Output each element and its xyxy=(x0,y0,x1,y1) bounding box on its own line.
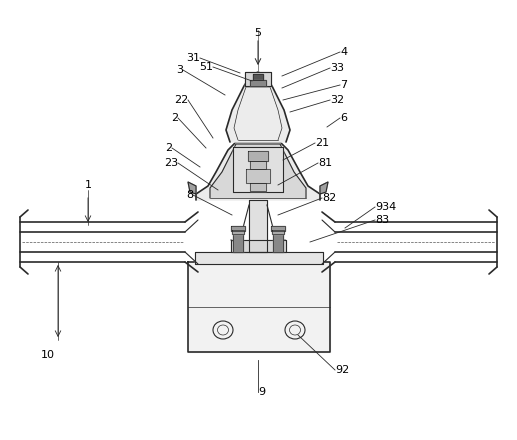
Text: 8: 8 xyxy=(186,190,193,200)
Polygon shape xyxy=(210,144,306,198)
Text: 33: 33 xyxy=(330,63,344,73)
Polygon shape xyxy=(246,169,270,183)
Polygon shape xyxy=(196,142,320,200)
Polygon shape xyxy=(271,226,285,231)
Polygon shape xyxy=(233,147,283,192)
Polygon shape xyxy=(188,182,196,194)
Polygon shape xyxy=(273,234,283,252)
Text: 934: 934 xyxy=(375,202,396,212)
Text: 51: 51 xyxy=(199,62,213,72)
Polygon shape xyxy=(320,182,328,194)
Polygon shape xyxy=(231,226,245,231)
Polygon shape xyxy=(253,74,263,80)
Text: 5: 5 xyxy=(254,28,262,38)
Polygon shape xyxy=(250,183,266,191)
Text: 81: 81 xyxy=(318,158,332,168)
Polygon shape xyxy=(226,72,290,142)
Text: 6: 6 xyxy=(340,113,347,123)
Polygon shape xyxy=(249,200,267,252)
Polygon shape xyxy=(272,230,284,234)
Text: 1: 1 xyxy=(84,180,92,190)
Text: 31: 31 xyxy=(186,53,200,63)
Polygon shape xyxy=(250,80,266,86)
Text: 21: 21 xyxy=(315,138,329,148)
Text: 83: 83 xyxy=(375,215,389,225)
Text: 10: 10 xyxy=(41,350,55,360)
Text: 92: 92 xyxy=(335,365,349,375)
Polygon shape xyxy=(231,240,286,252)
Text: 2: 2 xyxy=(165,143,172,153)
Text: 22: 22 xyxy=(174,95,188,105)
Polygon shape xyxy=(232,230,244,234)
Text: 32: 32 xyxy=(330,95,344,105)
Polygon shape xyxy=(195,252,323,264)
Text: 3: 3 xyxy=(176,65,183,75)
Text: 23: 23 xyxy=(164,158,178,168)
Text: 7: 7 xyxy=(340,80,347,90)
Polygon shape xyxy=(245,72,271,86)
Text: 9: 9 xyxy=(258,387,265,397)
Text: 4: 4 xyxy=(340,47,347,57)
Polygon shape xyxy=(233,234,243,252)
Polygon shape xyxy=(188,262,330,352)
Polygon shape xyxy=(250,161,266,169)
Text: 82: 82 xyxy=(322,193,336,203)
Polygon shape xyxy=(248,151,268,161)
Text: 2: 2 xyxy=(171,113,178,123)
